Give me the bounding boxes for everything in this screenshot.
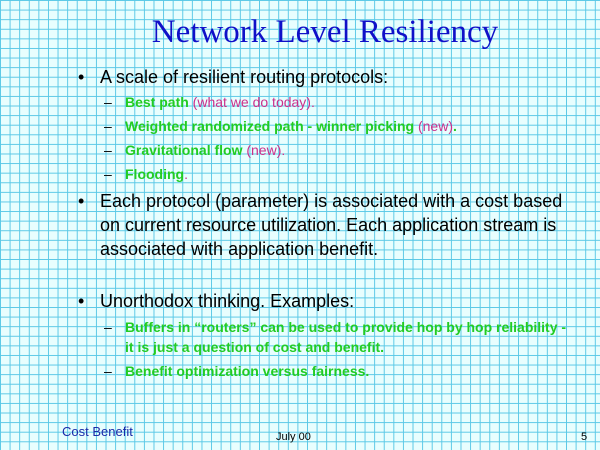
sub-point-text: Buffers in “routers” can be used to prov…: [125, 319, 567, 355]
footer-date: July 00: [276, 431, 311, 443]
bullet-text: A scale of resilient routing protocols:: [100, 67, 389, 87]
sub-point-highlight: Best path: [125, 94, 189, 110]
dash-marker: –: [104, 142, 112, 158]
sub-point-text: Weighted randomized path - winner pickin…: [125, 116, 574, 136]
sub-point-end: .: [184, 166, 188, 182]
sub-point-highlight: Weighted randomized path - winner pickin…: [125, 118, 415, 134]
bullet-marker: •: [78, 191, 85, 211]
sub-point-highlight: Gravitational flow: [125, 142, 243, 158]
bullet-text: Each protocol (parameter) is associated …: [100, 191, 563, 259]
dash-marker: –: [104, 118, 112, 134]
sub-point: – Flooding.: [104, 164, 574, 184]
sub-point-end: .: [453, 118, 457, 134]
sub-point: – Benefit optimization versus fairness.: [104, 361, 574, 381]
bullet-point: • A scale of resilient routing protocols…: [78, 65, 583, 89]
sub-point: – Gravitational flow (new).: [104, 140, 574, 160]
sub-point-text: Gravitational flow (new).: [125, 140, 574, 160]
sub-point-text: Benefit optimization versus fairness.: [125, 363, 370, 379]
sub-point-note: (what we do today): [188, 94, 311, 110]
sub-point-text: Flooding.: [125, 164, 574, 184]
sub-point: – Weighted randomized path - winner pick…: [104, 116, 574, 136]
bullet-marker: •: [78, 67, 85, 87]
slide-title: Network Level Resiliency: [151, 14, 499, 50]
sub-point-highlight: Flooding: [125, 166, 185, 182]
sub-point: – Buffers in “routers” can be used to pr…: [104, 317, 574, 357]
bullet-text: Unorthodox thinking. Examples:: [100, 291, 355, 311]
sub-point-note: (new): [242, 142, 282, 158]
sub-point-text: Best path (what we do today).: [125, 92, 574, 112]
dash-marker: –: [104, 319, 112, 335]
sub-point-end: .: [310, 94, 315, 110]
dash-marker: –: [104, 94, 112, 110]
footer-label: Cost Benefit: [62, 424, 133, 439]
bullet-point: • Unorthodox thinking. Examples:: [78, 289, 583, 313]
page-number: 5: [581, 431, 588, 443]
bullet-point: • Each protocol (parameter) is associate…: [78, 189, 583, 261]
bullet-marker: •: [78, 291, 85, 311]
sub-point-end: .: [281, 142, 286, 158]
sub-point: – Best path (what we do today).: [104, 92, 574, 112]
dash-marker: –: [104, 166, 112, 182]
dash-marker: –: [104, 363, 112, 379]
sub-point-note: (new): [414, 118, 453, 134]
